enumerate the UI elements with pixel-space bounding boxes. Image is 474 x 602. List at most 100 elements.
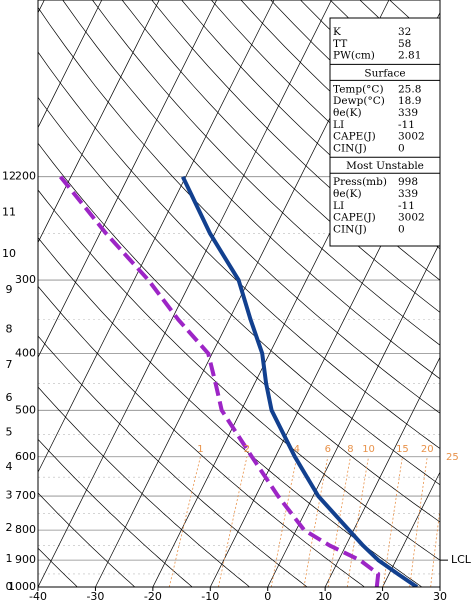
y-tick-label: 500 [15, 403, 36, 416]
isotherm [38, 0, 103, 129]
mixing-ratio-line [382, 456, 403, 587]
row-value: 2.81 [398, 50, 421, 62]
row-label: Temp(°C) [333, 83, 384, 95]
indices-table: K 32 TT 58 PW(cm) 2.81 Surface Temp(°C) 25.8 Dewp… [329, 17, 441, 247]
y-tick-label: 800 [15, 523, 36, 536]
height-label: 12 [2, 170, 16, 183]
height-label: 2 [6, 521, 13, 534]
dry-adiabat [62, 0, 440, 380]
row-value: 18.9 [398, 95, 421, 107]
row-value: -11 [398, 119, 415, 131]
row-value: 0 [398, 142, 405, 154]
dry-adiabat [38, 142, 440, 523]
isotherm [439, 586, 440, 587]
mixing-ratio-label: 1 [197, 444, 203, 455]
row-value: 58 [398, 38, 411, 50]
dry-adiabat [38, 492, 136, 587]
row-label: LI [333, 200, 344, 212]
x-tick-label: 30 [433, 590, 447, 602]
y-tick-label: 400 [15, 346, 36, 359]
row-value: 0 [398, 223, 405, 235]
isotherm [38, 0, 160, 244]
row-label: CIN(J) [333, 142, 367, 154]
x-tick-label: -40 [29, 590, 47, 602]
dry-adiabat [92, 0, 440, 346]
height-label: 7 [6, 358, 13, 371]
mixing-ratio-line [218, 456, 248, 587]
y-tick-label: 1000 [8, 580, 36, 593]
row-value: 998 [398, 176, 418, 188]
y-tick-label: 200 [15, 170, 36, 183]
mixing-ratio-label: 15 [396, 444, 409, 455]
dry-adiabat [38, 335, 308, 587]
row-label: Dewp(°C) [333, 95, 385, 107]
mixing-ratio-line [409, 456, 428, 587]
mixing-ratio-label: 20 [421, 444, 434, 455]
mixing-ratio-label: 4 [294, 444, 300, 455]
x-tick-label: -30 [86, 590, 104, 602]
mixing-ratio-label: 8 [347, 444, 353, 455]
row-label: TT [333, 38, 347, 50]
row-label: K [333, 26, 341, 38]
isotherm [209, 126, 440, 587]
height-label: 10 [2, 247, 16, 260]
mixing-ratio-line [303, 456, 329, 587]
mixing-ratio-label: 6 [325, 444, 331, 455]
table-box [329, 17, 441, 247]
x-tick-label: 10 [318, 590, 332, 602]
mixing-ratio-line [327, 456, 351, 587]
dry-adiabat [38, 438, 193, 587]
mixing-ratio-line [430, 506, 440, 587]
height-label: 5 [6, 426, 13, 439]
dry-adiabat [38, 189, 440, 561]
mixing-ratio-line [168, 456, 201, 587]
mixing-ratio-line [270, 456, 298, 587]
row-value: 32 [398, 26, 411, 38]
mixing-ratio-label: 10 [362, 444, 375, 455]
isotherm [267, 241, 440, 587]
isotherm [382, 471, 440, 587]
x-tick-label: 20 [376, 590, 390, 602]
section-title: Most Unstable [346, 160, 424, 172]
row-value: -11 [398, 200, 415, 212]
isotherm [38, 0, 275, 473]
row-label: PW(cm) [333, 50, 375, 62]
row-label: CAPE(J) [333, 131, 376, 143]
y-tick-label: 300 [15, 273, 36, 286]
x-tick-label: -20 [144, 590, 162, 602]
row-label: CAPE(J) [333, 212, 376, 224]
height-label: 8 [6, 322, 13, 335]
row-value: 339 [398, 188, 418, 200]
temperature-line [180, 175, 419, 587]
y-tick-label: 900 [15, 553, 36, 566]
mixing-ratio-label: 2 [244, 444, 250, 455]
row-label: CIN(J) [333, 223, 367, 235]
row-value: 339 [398, 107, 418, 119]
height-label: 9 [6, 283, 13, 296]
lcl-label: LCL [451, 553, 472, 566]
isotherm [324, 356, 440, 587]
height-label: 4 [6, 460, 13, 473]
row-label: LI [333, 119, 344, 131]
dewpoint-line [58, 175, 381, 587]
row-value: 3002 [398, 131, 425, 143]
x-tick-label: 0 [264, 590, 271, 602]
dry-adiabat [38, 51, 440, 449]
row-label: Press(mb) [333, 176, 387, 188]
section-title: Surface [364, 67, 405, 79]
isotherm [38, 0, 217, 359]
height-label: 1 [6, 552, 13, 565]
dry-adiabat [38, 386, 250, 587]
y-tick-label: 700 [15, 489, 36, 502]
dry-adiabat [38, 285, 365, 587]
mixing-ratio-label: 25 [446, 452, 459, 463]
row-value: 25.8 [398, 83, 421, 95]
isotherm [38, 0, 332, 587]
profiles [58, 175, 419, 587]
height-label: 11 [2, 205, 16, 218]
row-label: θe(K) [333, 188, 362, 200]
x-tick-label: -10 [201, 590, 219, 602]
plot-frame [37, 0, 441, 588]
